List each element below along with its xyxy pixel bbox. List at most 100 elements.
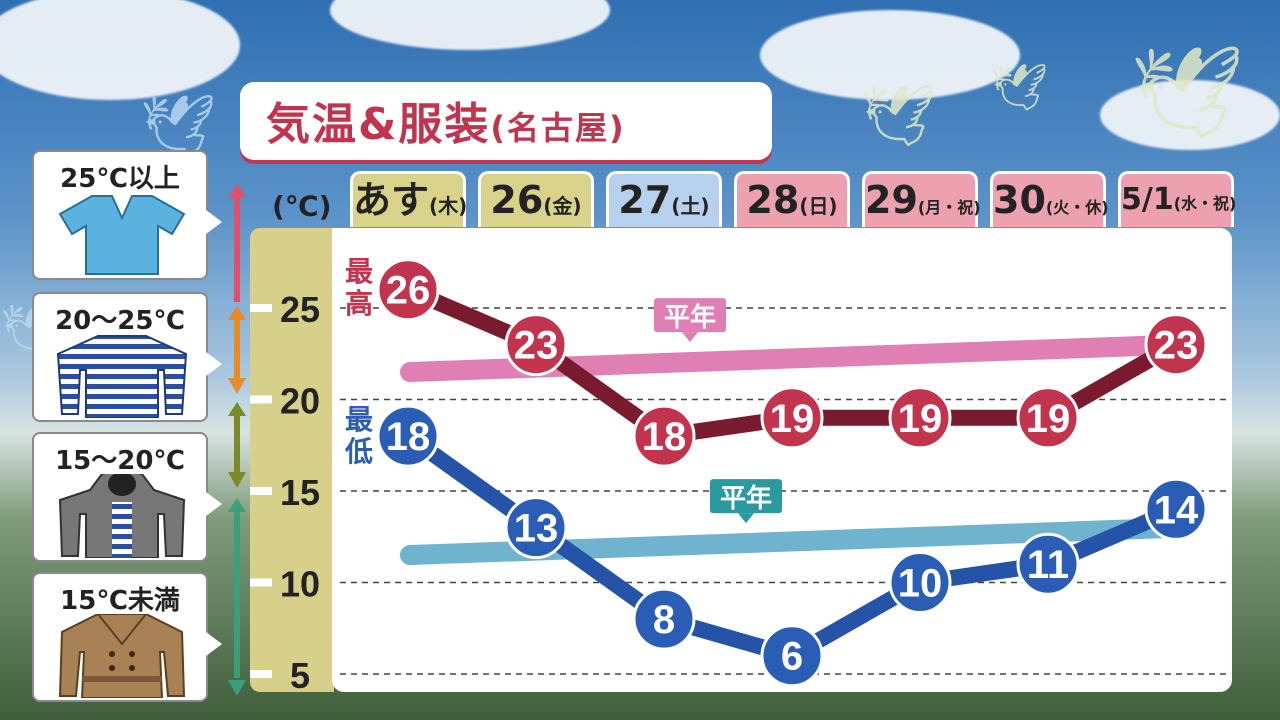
day-header: 28(日) [734,171,850,227]
data-label: 23 [1154,324,1199,368]
data-label: 10 [898,562,943,606]
data-point [504,496,568,560]
data-label: 11 [1027,543,1069,587]
day-header: 26(金) [478,171,594,227]
y-tick-mark [250,395,272,404]
y-tick-label: 20 [280,381,320,422]
data-label: 18 [386,415,431,459]
chart-subtitle: (名古屋) [490,109,626,147]
data-label: 6 [781,635,803,679]
cloud-decoration [760,10,1020,100]
arrow-20-25 [228,306,246,394]
series-label-high: 最高 [344,255,373,320]
arrow-below-15 [228,498,246,696]
bird-icon: 🕊 [990,60,1049,114]
y-tick-mark [250,304,272,312]
range-arrows [228,184,246,696]
weekday-label: (木) [429,194,468,218]
data-label: 14 [1154,488,1199,532]
y-tick-label: 15 [280,472,320,513]
y-tick-label: 25 [280,289,320,330]
weekday-label: (水・祝) [1173,194,1237,213]
striped-shirt-icon [56,335,188,418]
data-point [376,258,440,322]
clothing-label: 25℃以上 [60,164,180,194]
y-tick-label: 10 [280,564,320,605]
data-point [760,386,824,450]
data-label: 8 [653,598,675,642]
y-tick-mark [250,578,272,587]
y-tick-mark [250,670,272,678]
clothing-label: 15℃未満 [60,586,180,616]
bird-icon: 🕊 [860,81,937,151]
day-header: あす(木) [350,171,468,227]
y-tick-label: 5 [290,655,310,696]
normal-label: 平年 [720,483,772,514]
weekday-label: (月・祝) [917,198,981,217]
day-label: 30 [993,178,1046,222]
y-axis-unit: (℃) [272,190,332,223]
data-point [1144,313,1208,377]
normal-label-pointer [682,332,698,343]
data-point [888,386,952,450]
day-label: 28 [746,178,800,222]
cloud-decoration [0,0,240,100]
y-tick-mark [250,487,272,495]
data-label: 19 [770,397,815,441]
card-pointer [206,632,222,656]
normal-label: 平年 [664,302,716,333]
chart-title: 気温&服装(名古屋) [266,99,626,150]
clothing-card-15-20: 15〜20℃ [32,432,222,562]
day-label: 26 [490,178,544,222]
clothing-card-25-plus: 25℃以上 [32,150,222,280]
polo-shirt-icon [58,195,186,275]
data-label: 13 [514,507,559,551]
bird-icon: 🕊 [1130,40,1245,145]
data-point [632,404,696,468]
data-point [1144,477,1208,541]
weekday-label: (日) [799,194,838,218]
title-panel [240,82,772,160]
weekday-label: (火・休) [1045,198,1109,217]
normal-label-pointer [738,513,754,524]
card-pointer [206,210,222,234]
bird-icon: 🕊 [140,91,217,161]
data-point [376,404,440,468]
data-point [888,551,952,614]
trench-coat-icon [58,614,186,698]
arrow-25-plus [228,184,246,302]
series-label-low: 最低 [344,403,373,468]
normal-label-box [654,298,726,333]
day-label: 5/1 [1121,182,1174,217]
data-point [760,624,824,688]
day-label: あす [353,178,430,222]
hoodie-jacket-icon [58,474,186,558]
weekday-label: (土) [671,194,710,218]
data-label: 19 [1026,397,1071,441]
card-pointer [206,352,222,376]
day-label: 29 [865,178,918,222]
data-point [504,313,568,377]
clothing-card-below-15: 15℃未満 [32,572,222,702]
card-pointer [206,492,222,516]
day-header: 5/1(水・祝) [1118,171,1237,227]
day-header: 30(火・休) [990,171,1109,227]
data-label: 18 [642,415,687,459]
weekday-label: (金) [543,194,582,218]
data-label: 26 [386,269,431,313]
plot-area [332,228,1232,692]
day-header: 29(月・祝) [862,171,981,227]
normal-label-box [710,479,782,514]
data-label: 19 [898,397,943,441]
arrow-15-20 [228,402,246,488]
clothing-label: 15〜20℃ [55,446,185,476]
day-label: 27 [618,178,672,222]
data-point [1016,532,1080,596]
data-label: 23 [514,324,559,368]
data-point [632,587,696,651]
clothing-card-20-25: 20〜25℃ [32,292,222,422]
day-header: 27(土) [606,171,722,227]
cloud-decoration [1100,80,1280,150]
data-point [1016,386,1080,450]
